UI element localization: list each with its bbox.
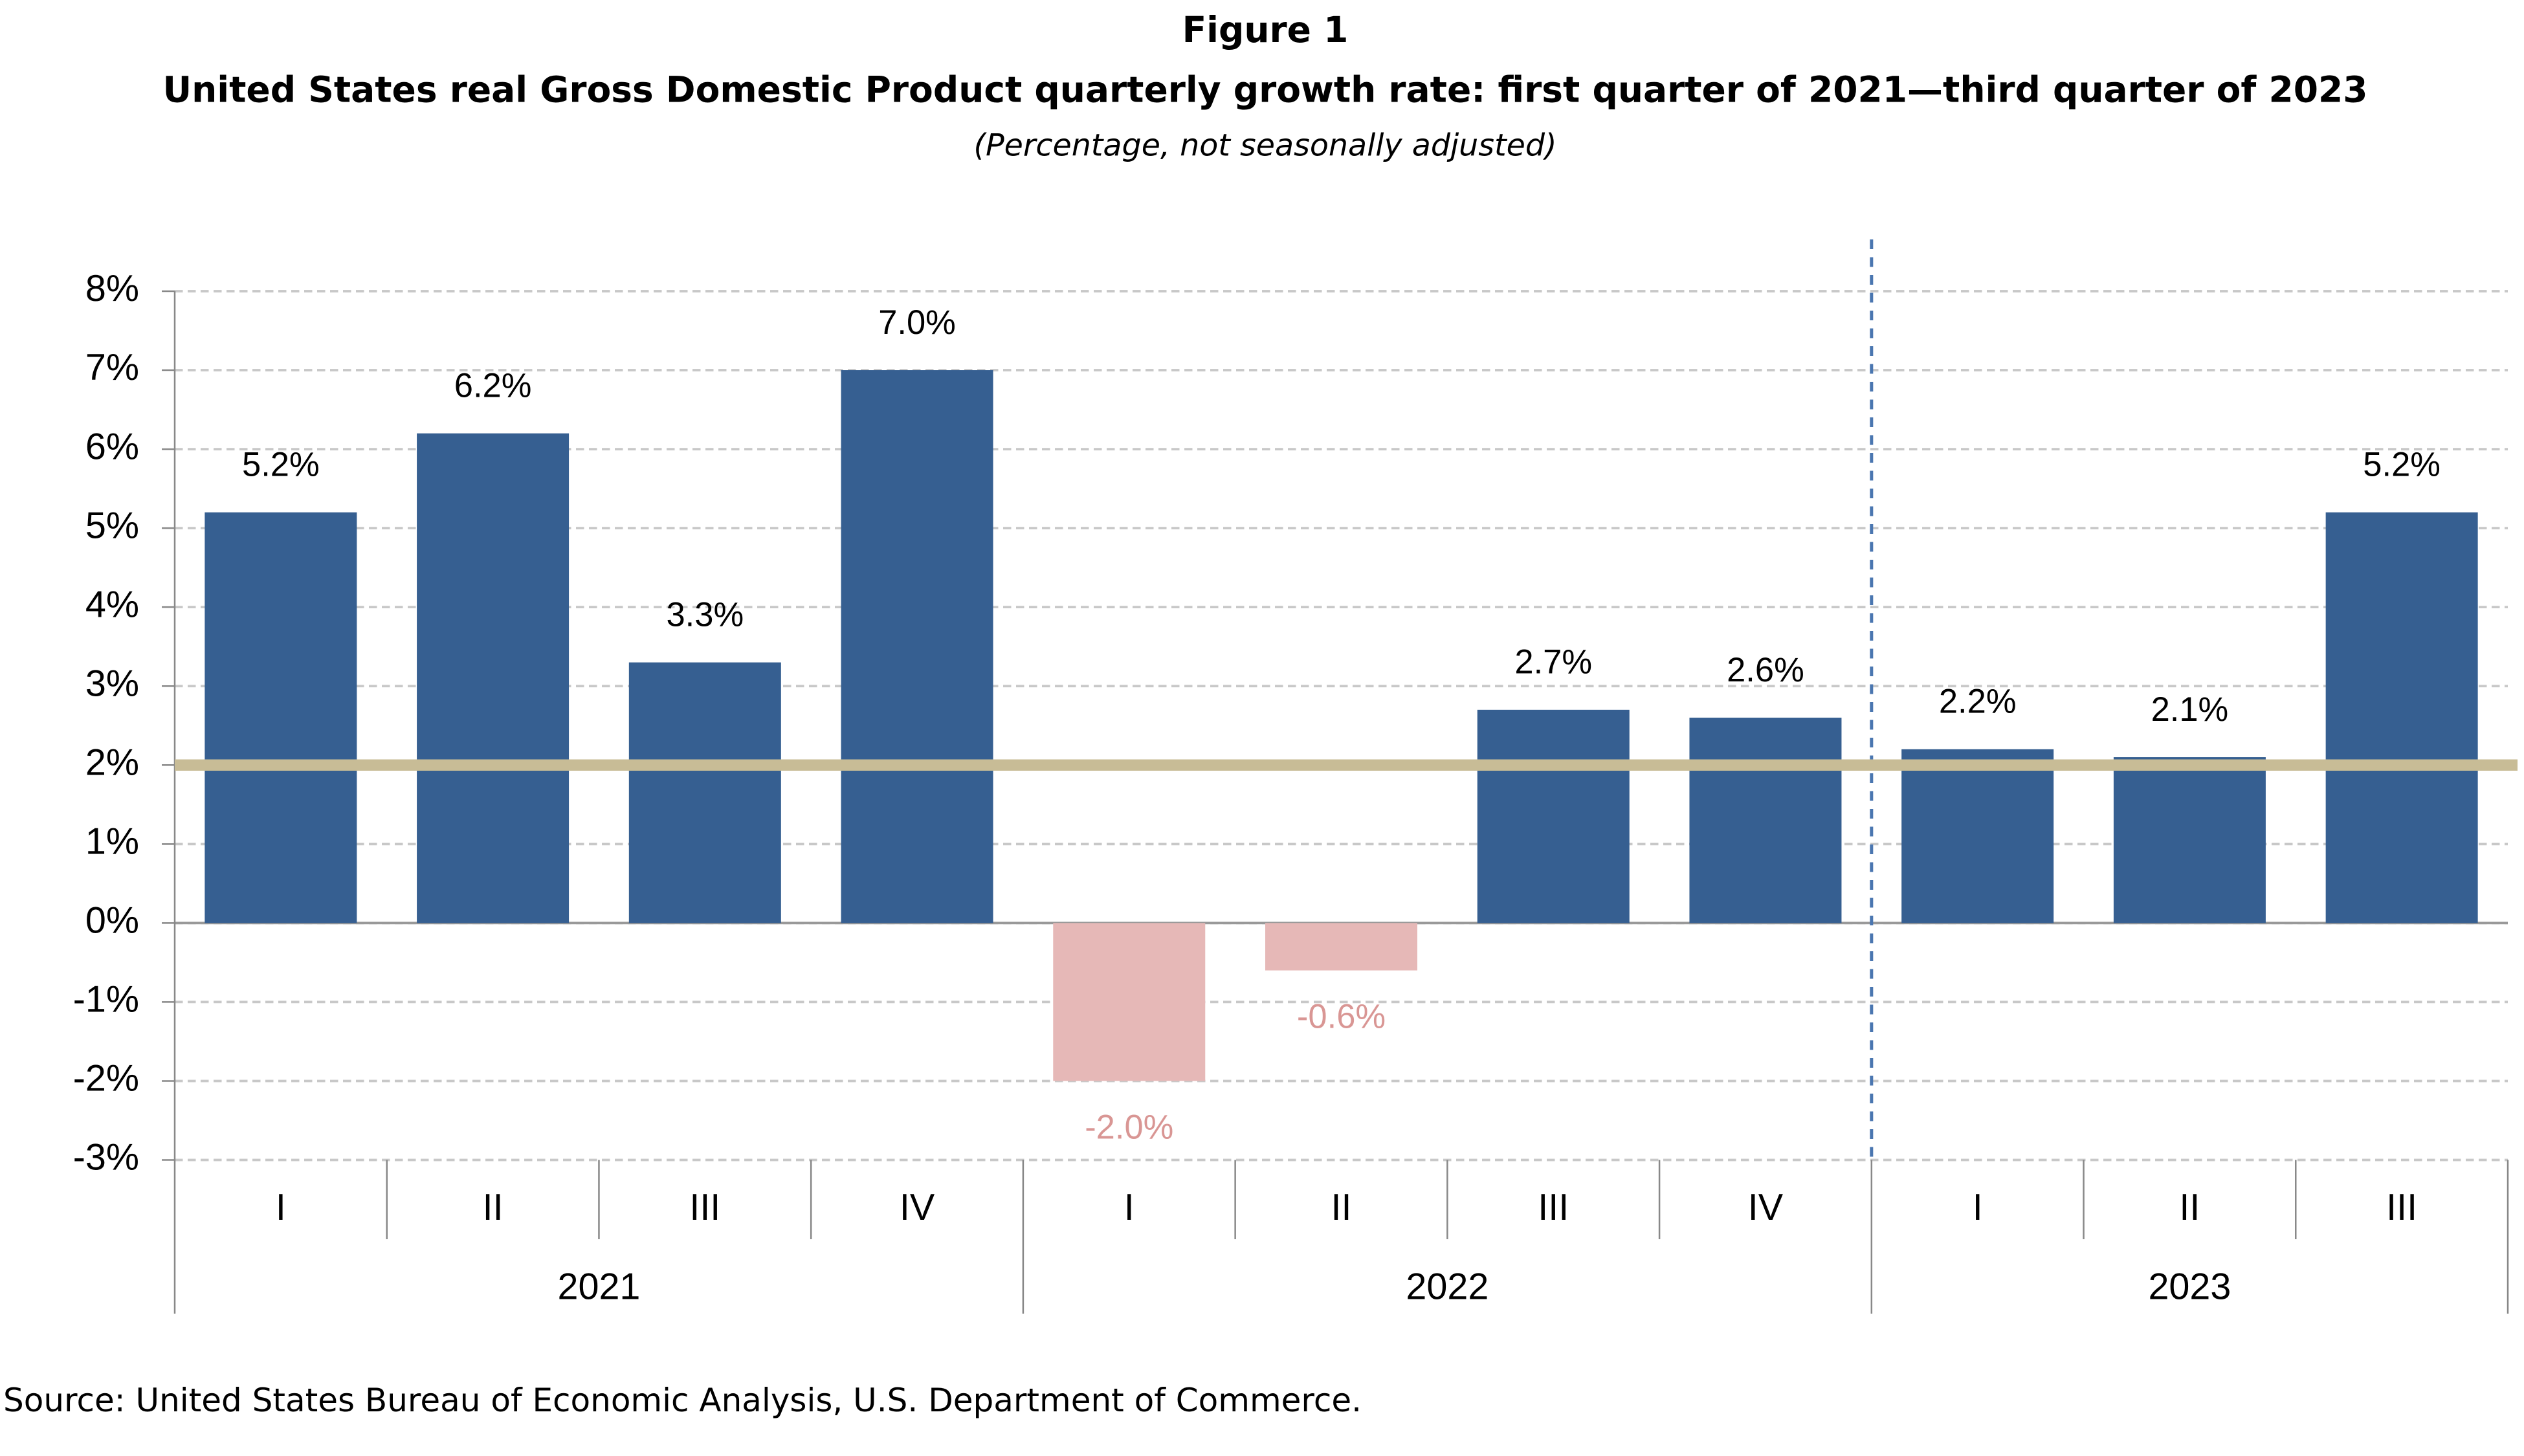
x-tick-label: IV bbox=[1748, 1187, 1784, 1228]
bar bbox=[2325, 512, 2478, 923]
x-tick-label: III bbox=[1538, 1187, 1569, 1228]
x-tick-label: III bbox=[689, 1187, 720, 1228]
x-tick-label: I bbox=[1124, 1187, 1135, 1228]
value-label: 2.7% bbox=[1514, 643, 1592, 681]
bar bbox=[1265, 923, 1417, 971]
value-label: 2.6% bbox=[1727, 651, 1804, 689]
x-tick-label: II bbox=[2179, 1187, 2200, 1228]
y-tick-label: 8% bbox=[85, 268, 139, 309]
value-label: 6.2% bbox=[454, 367, 532, 405]
chart-subtitle: United States real Gross Domestic Produc… bbox=[162, 69, 2367, 111]
bar bbox=[1477, 709, 1630, 923]
value-label: -2.0% bbox=[1085, 1108, 1173, 1146]
chart-title: Figure 1 bbox=[1182, 9, 1349, 50]
bar bbox=[205, 512, 357, 923]
x-tick-label: IV bbox=[900, 1187, 935, 1228]
value-label: 5.2% bbox=[242, 446, 320, 484]
bar bbox=[628, 662, 781, 923]
source: Source: United States Bureau of Economic… bbox=[3, 1382, 1362, 1419]
x-tick-label: III bbox=[2386, 1187, 2417, 1228]
value-label: 2.2% bbox=[1939, 683, 2017, 721]
value-label: 3.3% bbox=[666, 595, 744, 634]
value-label: 7.0% bbox=[878, 303, 956, 342]
y-tick-label: 6% bbox=[85, 426, 139, 467]
group-label: 2023 bbox=[2148, 1266, 2231, 1308]
x-tick-label: II bbox=[1331, 1187, 1352, 1228]
value-label: 5.2% bbox=[2363, 446, 2441, 484]
x-tick-label: I bbox=[1973, 1187, 1983, 1228]
bar bbox=[1689, 718, 1842, 923]
y-tick-label: 4% bbox=[85, 584, 139, 625]
y-tick-label: 7% bbox=[85, 347, 139, 388]
bar bbox=[417, 433, 570, 923]
y-tick-label: 3% bbox=[85, 663, 139, 704]
bar bbox=[2113, 757, 2266, 923]
y-tick-label: 0% bbox=[85, 900, 139, 942]
y-tick-label: -3% bbox=[73, 1137, 139, 1178]
y-tick-label: -1% bbox=[73, 979, 139, 1020]
group-label: 2022 bbox=[1406, 1266, 1489, 1308]
chart-note: (Percentage, not seasonally adjusted) bbox=[973, 128, 1556, 164]
bar bbox=[841, 370, 993, 923]
x-tick-label: I bbox=[276, 1187, 286, 1228]
bar bbox=[1053, 923, 1206, 1081]
y-tick-label: -2% bbox=[73, 1058, 139, 1099]
y-tick-label: 1% bbox=[85, 821, 139, 863]
value-label: -0.6% bbox=[1297, 997, 1386, 1035]
bar bbox=[1901, 749, 2054, 923]
y-tick-label: 2% bbox=[85, 742, 139, 783]
y-tick-label: 5% bbox=[85, 505, 139, 546]
x-tick-label: II bbox=[483, 1187, 504, 1228]
group-label: 2021 bbox=[557, 1266, 640, 1308]
value-label: 2.1% bbox=[2151, 690, 2229, 729]
